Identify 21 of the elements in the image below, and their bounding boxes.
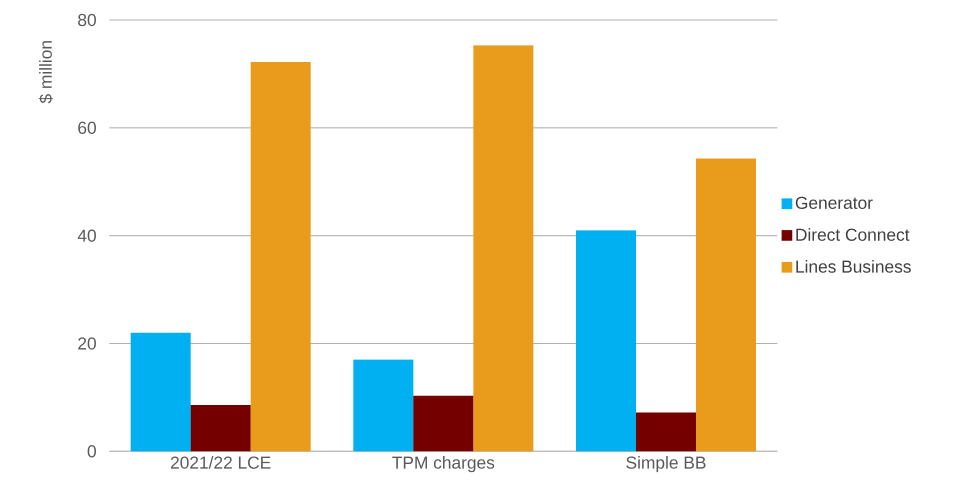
bar	[576, 230, 636, 452]
y-tick-label: 0	[88, 445, 96, 458]
legend-label: Generator	[796, 196, 873, 209]
legend-label: Direct Connect	[796, 228, 910, 241]
y-axis-title: $ million	[38, 41, 53, 104]
y-tick-label: 20	[78, 337, 96, 350]
x-tick-label: Simple BB	[626, 456, 706, 472]
bar	[130, 332, 191, 452]
bar	[473, 45, 534, 452]
x-tick-label: 2021/22 LCE	[170, 456, 270, 469]
bar	[413, 396, 474, 452]
bar	[190, 404, 251, 452]
bar	[250, 62, 311, 452]
y-tick-label: 80	[78, 14, 96, 26]
legend-label: Lines Business	[796, 260, 911, 273]
bar	[696, 158, 756, 452]
y-tick-label: 40	[78, 230, 96, 242]
bar	[636, 412, 696, 452]
y-tick-label: 60	[78, 122, 96, 134]
x-tick-label: TPM charges	[392, 456, 494, 472]
bar	[353, 360, 414, 452]
